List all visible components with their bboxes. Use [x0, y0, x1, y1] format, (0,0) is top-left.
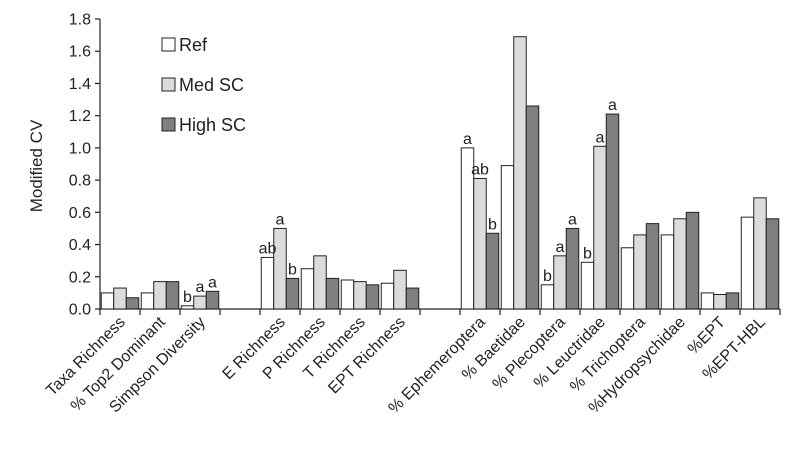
bar: [765, 218, 780, 310]
y-tick-label: 0.6: [69, 205, 91, 222]
bar: [340, 279, 355, 310]
y-tick-label: 0.8: [69, 173, 91, 190]
bar: [660, 234, 675, 310]
bar: [713, 294, 727, 310]
y-tick-label: 1.4: [69, 76, 91, 93]
legend-label: Med SC: [179, 75, 244, 95]
legend-label: High SC: [179, 115, 246, 135]
bar: [525, 105, 540, 310]
significance-label: b: [183, 289, 192, 306]
significance-label: b: [543, 268, 552, 285]
bar: [405, 287, 420, 310]
significance-label: b: [488, 216, 497, 233]
bar: [113, 287, 127, 310]
legend-swatch: [161, 117, 176, 132]
bar: [140, 292, 155, 310]
significance-label: a: [608, 97, 617, 114]
significance-label: a: [208, 274, 217, 291]
y-tick-label: 1.0: [69, 140, 91, 157]
bar: [740, 216, 755, 310]
y-tick-label: 0.4: [69, 237, 91, 254]
legend-label: Ref: [179, 35, 208, 55]
bar: [180, 305, 195, 310]
bar: [553, 255, 567, 310]
bar: [513, 36, 527, 310]
bar: [100, 292, 115, 310]
legend-swatch: [161, 37, 176, 52]
significance-label: b: [583, 245, 592, 262]
bar: [685, 211, 700, 310]
significance-label: a: [568, 211, 577, 228]
y-tick-label: 0.0: [69, 302, 91, 319]
bar: [365, 284, 380, 310]
bar: [540, 284, 555, 310]
bar: [473, 178, 487, 310]
y-tick-label: 0.2: [69, 269, 91, 286]
bar: [153, 281, 167, 310]
bar: [753, 197, 767, 310]
bar: [273, 227, 287, 310]
bar: [125, 297, 140, 310]
legend: Ref Med SC High SC: [161, 35, 246, 135]
x-axis: [99, 308, 781, 315]
bar: [313, 255, 327, 310]
bar: [565, 227, 580, 310]
bar: [593, 145, 607, 310]
bar: [165, 281, 180, 310]
bar: [500, 165, 515, 310]
bar: [673, 218, 687, 310]
bar: [325, 277, 340, 310]
y-tick-label: 1.2: [69, 108, 91, 125]
significance-label: a: [463, 131, 472, 148]
bar: [580, 261, 595, 310]
y-tick-label: 1.6: [69, 44, 91, 61]
legend-swatch: [161, 77, 176, 92]
bars: [100, 36, 780, 310]
significance-label: a: [596, 129, 605, 146]
y-axis: 0.0 0.2 0.4 0.6 0.8 1.0 1.2 1.4 1.6 1.8: [69, 12, 101, 319]
bar: [205, 290, 220, 310]
bar: [353, 281, 367, 310]
bar: [193, 295, 207, 310]
bar: [393, 269, 407, 310]
significance-label: a: [196, 279, 205, 296]
significance-label: ab: [471, 162, 489, 179]
bar: [645, 223, 660, 310]
bar: [605, 113, 620, 310]
significance-label: b: [288, 261, 297, 278]
significance-label: ab: [259, 240, 277, 257]
bar: [260, 256, 275, 310]
bar: [633, 234, 647, 310]
y-tick-label: 1.8: [69, 12, 91, 29]
y-axis-title: Modified CV: [27, 119, 46, 212]
bar: [380, 282, 395, 310]
significance-label: a: [556, 239, 565, 256]
bar: [485, 232, 500, 310]
significance-label: a: [276, 211, 285, 228]
bar: [620, 247, 635, 310]
bar: [300, 268, 315, 310]
bar: [285, 277, 300, 310]
bar: [725, 292, 740, 310]
bar: [700, 292, 715, 310]
